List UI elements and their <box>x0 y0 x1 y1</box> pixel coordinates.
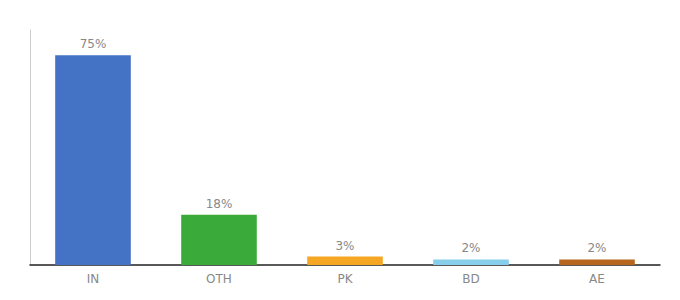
svg-text:PK: PK <box>337 272 353 286</box>
svg-text:OTH: OTH <box>206 272 232 286</box>
svg-text:3%: 3% <box>335 239 354 253</box>
svg-text:18%: 18% <box>206 197 233 211</box>
svg-text:AE: AE <box>589 272 605 286</box>
svg-text:2%: 2% <box>461 241 480 255</box>
svg-text:BD: BD <box>462 272 479 286</box>
svg-text:IN: IN <box>87 272 100 286</box>
svg-text:2%: 2% <box>587 241 606 255</box>
svg-text:75%: 75% <box>80 37 107 51</box>
